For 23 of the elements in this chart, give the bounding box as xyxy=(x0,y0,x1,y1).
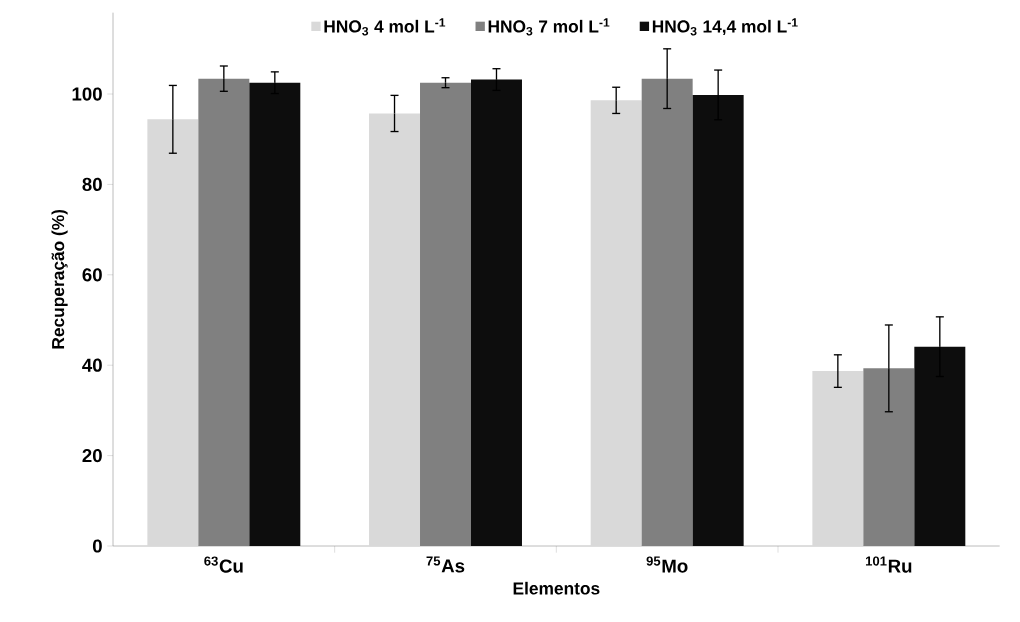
bar xyxy=(590,100,642,546)
bar xyxy=(914,346,966,546)
y-tick-label: 80 xyxy=(82,177,102,192)
legend-label: HNO$_{3}$ 14,4 mol L$^{-1}$ xyxy=(652,18,798,36)
x-axis-title: Elementos xyxy=(513,581,600,595)
x-tick-label: $^{63}$Cu xyxy=(204,556,243,573)
legend-label: HNO$_{3}$ 4 mol L$^{-1}$ xyxy=(324,18,446,36)
y-tick-label: 20 xyxy=(82,448,102,463)
y-tick-label: 100 xyxy=(72,87,102,101)
x-tick-label: $^{95}$Mo xyxy=(646,556,688,573)
legend-label: HNO$_{3}$ 7 mol L$^{-1}$ xyxy=(488,18,610,36)
bar xyxy=(692,94,744,546)
x-tick-label: $^{101}$Ru xyxy=(865,556,912,573)
bar xyxy=(369,113,421,546)
y-tick-label: 60 xyxy=(82,268,102,282)
bar xyxy=(249,82,301,546)
bar xyxy=(471,79,522,546)
bar xyxy=(812,371,864,546)
y-tick-label: 0 xyxy=(92,539,102,553)
y-tick-label: 40 xyxy=(82,358,102,372)
x-tick-label: $^{75}$As xyxy=(426,556,465,573)
y-axis-title: Recuperação (%) xyxy=(51,209,68,349)
bar xyxy=(147,119,199,546)
